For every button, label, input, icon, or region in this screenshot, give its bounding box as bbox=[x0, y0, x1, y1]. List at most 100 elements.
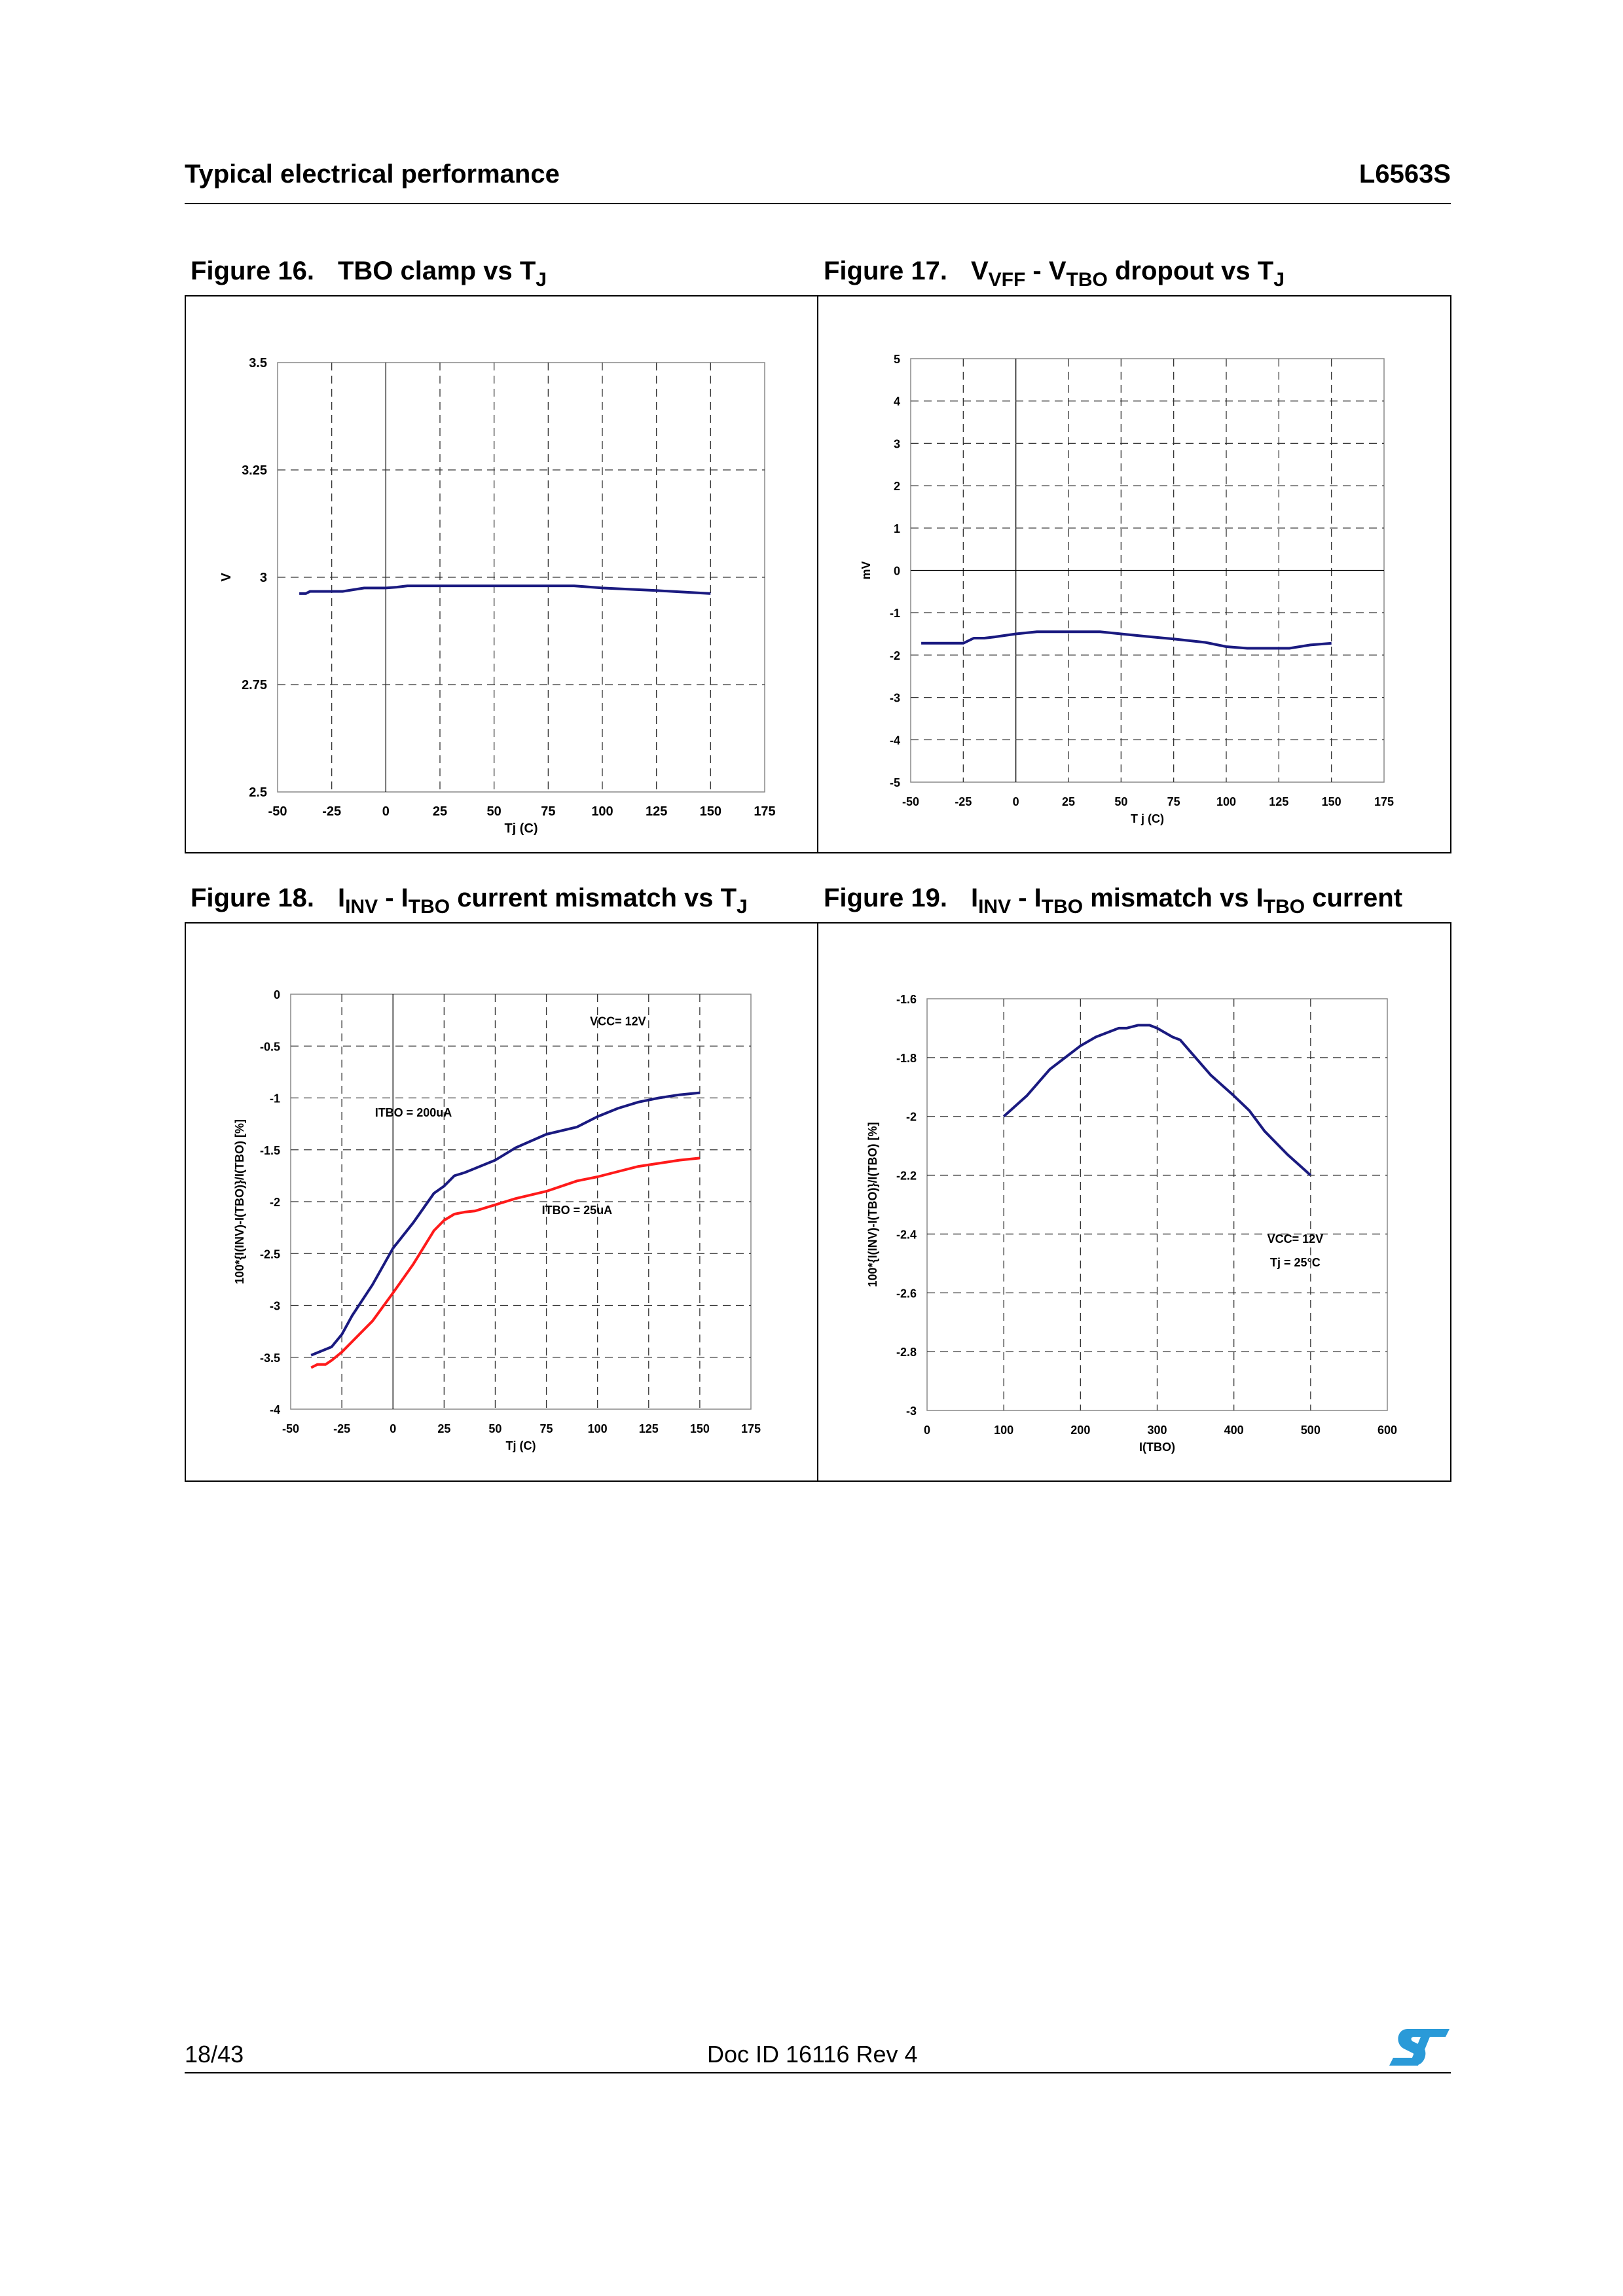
x-tick-label: 400 bbox=[1224, 1424, 1244, 1437]
figure-17-title: Figure 17. VVFF - VTBO dropout vs TJ bbox=[824, 257, 1285, 291]
y-tick-label: 3 bbox=[260, 571, 267, 585]
series-line bbox=[299, 584, 711, 595]
y-tick-label: -2 bbox=[890, 649, 900, 662]
y-tick-label: -1 bbox=[270, 1092, 280, 1105]
chart-annotation: Tj = 25°C bbox=[1270, 1256, 1321, 1269]
x-tick-label: -25 bbox=[333, 1422, 350, 1435]
frame-divider bbox=[817, 295, 818, 853]
page-number: 18/43 bbox=[185, 2041, 244, 2068]
y-tick-label: -2.6 bbox=[896, 1287, 917, 1300]
title-subscript: J bbox=[737, 896, 748, 918]
y-tick-label: -1 bbox=[890, 607, 900, 620]
y-tick-label: -2 bbox=[906, 1111, 917, 1124]
title-text: current mismatch vs T bbox=[450, 884, 737, 912]
series-line bbox=[310, 1157, 701, 1369]
y-tick-label: -3 bbox=[270, 1300, 280, 1313]
x-tick-label: 75 bbox=[540, 1422, 553, 1435]
x-tick-label: 25 bbox=[1062, 795, 1075, 808]
chart-dropout: -50 -25 0 25 50 75 100 125 150 175 -5 -4 -3 -2 -1 0 1 2 3 4… bbox=[818, 295, 1451, 853]
y-tick-label: 2 bbox=[894, 480, 900, 493]
chart-annotation: VCC= 12V bbox=[1267, 1232, 1324, 1246]
chart-svg: -50 -25 0 25 50 75 100 125 150 175 -5 -4 -3 -2 -1 0 1 2 3 4… bbox=[860, 353, 1394, 825]
x-tick-label: 175 bbox=[1374, 795, 1394, 808]
x-axis-label: I(TBO) bbox=[1139, 1441, 1175, 1454]
x-tick-label: 200 bbox=[1070, 1424, 1090, 1437]
y-tick-label: -5 bbox=[890, 776, 900, 789]
title-text: I bbox=[337, 884, 346, 912]
x-tick-label: 100 bbox=[1216, 795, 1236, 808]
x-tick-label: 50 bbox=[487, 804, 501, 819]
title-text: current bbox=[1305, 884, 1403, 912]
title-subscript: INV bbox=[345, 896, 378, 918]
x-tick-label: 75 bbox=[541, 804, 555, 819]
chart-annotation: ITBO = 200uA bbox=[375, 1106, 452, 1119]
x-tick-label: -50 bbox=[268, 804, 287, 819]
y-tick-label: -4 bbox=[890, 734, 900, 747]
chart-annotation: VCC= 12V bbox=[590, 1015, 646, 1028]
x-tick-label: 300 bbox=[1147, 1424, 1167, 1437]
header-rule bbox=[185, 203, 1451, 204]
title-subscript: J bbox=[1273, 269, 1285, 291]
figure-number: Figure 18. bbox=[191, 884, 314, 912]
x-tick-label: 25 bbox=[437, 1422, 450, 1435]
x-tick-label: 50 bbox=[1114, 795, 1127, 808]
frame-divider bbox=[817, 922, 818, 1482]
y-tick-label: -4 bbox=[270, 1403, 280, 1416]
title-text: V bbox=[970, 257, 989, 285]
y-tick-label: 0 bbox=[274, 988, 280, 1001]
y-tick-label: -0.5 bbox=[260, 1040, 280, 1053]
x-tick-label: -25 bbox=[955, 795, 972, 808]
figure-18-title: Figure 18. IINV - ITBO current mismatch v… bbox=[191, 884, 748, 918]
part-number: L6563S bbox=[1359, 160, 1451, 188]
x-tick-label: 0 bbox=[1013, 795, 1019, 808]
title-subscript: TBO bbox=[1041, 896, 1084, 918]
y-tick-label: -2.4 bbox=[896, 1228, 917, 1241]
y-tick-label: -2.5 bbox=[260, 1247, 280, 1261]
x-tick-label: 50 bbox=[488, 1422, 501, 1435]
x-tick-label: 600 bbox=[1377, 1424, 1397, 1437]
x-tick-label: 150 bbox=[690, 1422, 710, 1435]
x-tick-label: 175 bbox=[741, 1422, 761, 1435]
doc-id: Doc ID 16116 Rev 4 bbox=[707, 2041, 918, 2068]
figure-19-title: Figure 19. IINV - ITBO mismatch vs ITBO c… bbox=[824, 884, 1402, 918]
y-tick-label: 0 bbox=[894, 565, 900, 578]
chart-svg: -50 -25 0 25 50 75 100 125 150 175 2.5 2.75 3 3.25 3.5… bbox=[219, 356, 776, 836]
chart-tbo-clamp: -50 -25 0 25 50 75 100 125 150 175 2.5 2.75 3 3.25 3.5… bbox=[185, 295, 818, 853]
x-axis-label: Tj (C) bbox=[506, 1439, 536, 1452]
chart-svg: 0 100 200 300 400 500 600 -3 -2.8 -2.6 -2.4 -2.2 -2 -… bbox=[866, 993, 1397, 1454]
y-tick-label: -2.8 bbox=[896, 1346, 917, 1359]
chart-annotation: ITBO = 25uA bbox=[542, 1204, 613, 1217]
y-axis-label: mV bbox=[860, 561, 873, 579]
y-tick-label: 4 bbox=[894, 395, 900, 408]
x-tick-label: 150 bbox=[1322, 795, 1341, 808]
x-axis-label: Tj (C) bbox=[504, 821, 538, 836]
x-tick-label: 125 bbox=[1269, 795, 1288, 808]
x-tick-label: 0 bbox=[382, 804, 390, 819]
chart-svg: -50 -25 0 25 50 75 100 125 150 175 -4 -3.5 -3 -2.5 -2 -… bbox=[233, 988, 761, 1452]
series-line bbox=[1002, 1024, 1312, 1177]
title-subscript: TBO bbox=[1066, 269, 1108, 291]
chart-mismatch-vs-tj: -50 -25 0 25 50 75 100 125 150 175 -4 -3.5 -3 -2.5 -2 -… bbox=[185, 922, 818, 1481]
y-axis-label: 100*{I(INV)-I(TBO)}/I(TBO) [%] bbox=[866, 1122, 879, 1287]
x-tick-label: 0 bbox=[390, 1422, 396, 1435]
x-tick-label: 125 bbox=[646, 804, 667, 819]
title-text: dropout vs T bbox=[1107, 257, 1274, 285]
footer-rule bbox=[185, 2072, 1451, 2073]
figure-number: Figure 19. bbox=[824, 884, 947, 912]
title-text: mismatch vs I bbox=[1083, 884, 1264, 912]
x-tick-label: 100 bbox=[588, 1422, 608, 1435]
x-tick-label: 25 bbox=[433, 804, 447, 819]
title-subscript: TBO bbox=[1263, 896, 1305, 918]
st-logo-icon bbox=[1389, 2029, 1450, 2066]
x-axis-label: T j (C) bbox=[1131, 812, 1164, 825]
x-tick-label: 500 bbox=[1301, 1424, 1321, 1437]
y-tick-label: -2.2 bbox=[896, 1170, 917, 1183]
y-tick-label: -3 bbox=[906, 1405, 917, 1418]
y-axis-label: V bbox=[219, 573, 234, 582]
title-text: I bbox=[970, 884, 979, 912]
title-subscript: INV bbox=[978, 896, 1012, 918]
section-title: Typical electrical performance bbox=[185, 160, 560, 188]
y-tick-label: 5 bbox=[894, 353, 900, 366]
title-text: TBO clamp vs T bbox=[337, 257, 536, 285]
